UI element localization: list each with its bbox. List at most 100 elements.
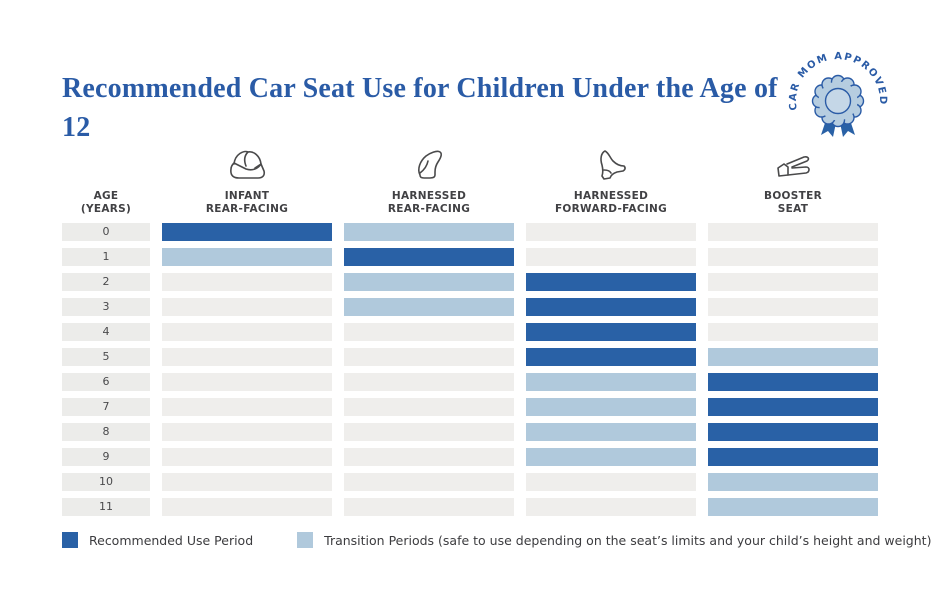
age-column-header: AGE (YEARS) [62,136,150,216]
legend-swatch-recommended [62,532,78,548]
grid-cell-none [708,273,878,291]
grid-cell-none [344,373,514,391]
grid-cell-none [526,248,696,266]
grid-cell-none [162,273,332,291]
age-label: 6 [62,373,150,391]
grid-cell-none [162,373,332,391]
column-header-line: BOOSTER [764,190,822,202]
column-header-line: FORWARD-FACING [554,203,668,215]
booster-seat-icon [777,156,810,177]
table-row: 11 [62,498,878,516]
table-row: 2 [62,273,878,291]
grid-cell-transition [162,248,332,266]
column-header-3: BOOSTER SEAT [708,136,878,216]
grid-cell-none [526,223,696,241]
grid-cell-none [708,298,878,316]
grid-cell-recommended [344,248,514,266]
age-label: 7 [62,398,150,416]
legend-swatch-transition [297,532,314,548]
grid-cell-transition [344,273,514,291]
legend-label: Transition Periods (safe to use dependin… [324,532,932,548]
rosette-inner-circle [824,87,852,115]
grid-cell-recommended [708,448,878,466]
grid-cell-recommended [526,273,696,291]
table-row: 7 [62,398,878,416]
grid-cell-none [162,398,332,416]
column-header-line: INFANT [224,190,270,202]
grid-cell-transition [526,448,696,466]
table-row: 3 [62,298,878,316]
rear-facing-seat-icon [418,150,443,179]
age-label: 1 [62,248,150,266]
age-label: 10 [62,473,150,491]
page-title: Recommended Car Seat Use for Children Un… [62,72,778,143]
table-row: 8 [62,423,878,441]
age-label: 4 [62,323,150,341]
grid-cell-transition [708,473,878,491]
grid-cell-none [344,348,514,366]
grid-cell-none [526,498,696,516]
age-label: 0 [62,223,150,241]
column-header-1: HARNESSED REAR-FACING [344,136,514,216]
grid-cell-none [162,348,332,366]
grid-cell-transition [344,298,514,316]
column-header-2: HARNESSED FORWARD-FACING [526,136,696,216]
grid-cell-recommended [162,223,332,241]
column-header-line: SEAT [777,203,809,215]
grid-cell-transition [526,398,696,416]
infant-carrier-icon [230,150,266,179]
age-header-line: AGE [93,190,119,202]
age-header-line: (YEARS) [80,203,132,215]
grid-cell-transition [708,498,878,516]
grid-cell-recommended [526,323,696,341]
grid-cell-recommended [526,298,696,316]
grid-cell-recommended [708,398,878,416]
grid-cell-transition [344,223,514,241]
grid-cell-none [162,323,332,341]
grid-cell-recommended [708,373,878,391]
grid-cell-none [708,223,878,241]
grid-cell-recommended [526,348,696,366]
grid-cell-none [344,473,514,491]
grid-cell-transition [526,373,696,391]
age-label: 2 [62,273,150,291]
table-row: 0 [62,223,878,241]
car-mom-approved-badge: CAR MOM APPROVED [788,51,886,137]
grid-cell-none [162,423,332,441]
grid-cell-none [162,298,332,316]
age-label: 9 [62,448,150,466]
table-row: 6 [62,373,878,391]
grid-cell-transition [526,423,696,441]
legend-label: Recommended Use Period [89,532,254,548]
grid-cell-none [162,448,332,466]
grid-cell-none [162,473,332,491]
table-row: 4 [62,323,878,341]
legend-item: Transition Periods (safe to use dependin… [297,532,931,548]
age-label: 8 [62,423,150,441]
grid-cell-none [344,498,514,516]
table-row: 5 [62,348,878,366]
grid-cell-none [708,323,878,341]
column-header-line: REAR-FACING [205,203,289,215]
grid-cell-none [708,248,878,266]
legend: Recommended Use Period Transition Periods… [62,532,931,548]
column-headers: AGE (YEARS) INFANT REAR-FACING HARNESSED RE… [62,136,878,216]
table-row: 10 [62,473,878,491]
grid-cell-none [344,423,514,441]
grid-cell-transition [708,348,878,366]
grid-cell-none [344,398,514,416]
forward-facing-seat-icon [600,150,626,180]
column-header-line: HARNESSED [573,190,649,202]
grid-cell-none [344,323,514,341]
table-row: 9 [62,448,878,466]
legend-item: Recommended Use Period [62,532,253,548]
age-label: 3 [62,298,150,316]
grid-cell-none [526,473,696,491]
grid-cell-none [162,498,332,516]
grid-cell-recommended [708,423,878,441]
car-seat-chart: AGE (YEARS) INFANT REAR-FACING HARNESSED RE… [62,136,878,523]
age-label: 5 [62,348,150,366]
column-header-line: REAR-FACING [387,203,471,215]
chart-grid: 0 1 2 3 4 5 6 7 8 9 10 11 [62,223,878,516]
grid-cell-none [344,448,514,466]
